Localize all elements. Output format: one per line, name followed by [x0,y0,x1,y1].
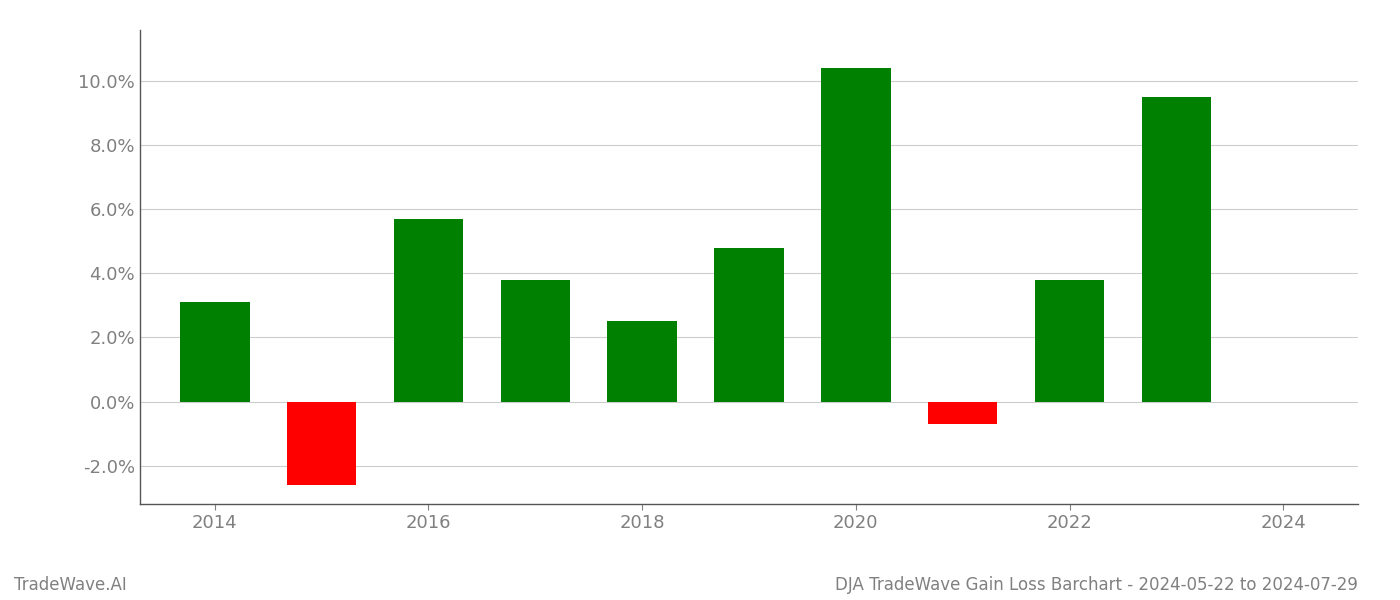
Bar [501,280,570,401]
Bar [181,302,249,401]
Text: DJA TradeWave Gain Loss Barchart - 2024-05-22 to 2024-07-29: DJA TradeWave Gain Loss Barchart - 2024-… [836,576,1358,594]
Bar [822,68,890,401]
Bar [928,401,997,424]
Text: TradeWave.AI: TradeWave.AI [14,576,127,594]
Bar [608,322,676,401]
Bar [714,248,784,401]
Bar [287,401,357,485]
Bar [393,219,463,401]
Bar [1035,280,1105,401]
Bar [1141,97,1211,401]
